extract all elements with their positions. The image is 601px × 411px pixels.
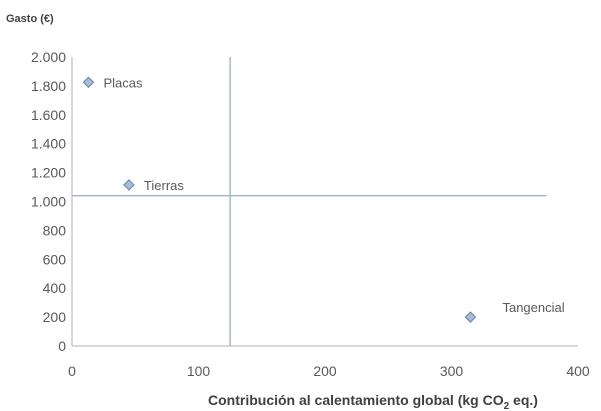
y-tick-label: 1.400 [31,136,66,152]
data-points: Placas Tierras Tangencial [82,75,565,323]
y-tick-label: 1.000 [31,194,66,210]
x-tick-label: 400 [566,363,590,379]
point-marker-tierras [123,179,135,191]
y-tick-label: 1.800 [31,78,66,94]
y-tick-label: 800 [43,222,67,238]
x-tick-labels: 0 100 200 300 400 [68,363,590,379]
point-label-tierras: Tierras [144,178,184,193]
y-tick-label: 200 [43,309,67,325]
x-axis-title: Contribución al calentamiento global (kg… [208,392,538,411]
reference-lines [72,57,547,346]
y-tick-label: 1.600 [31,107,66,123]
x-axis-title-main: Contribución al calentamiento global (kg… [208,392,504,408]
x-tick-label: 100 [187,363,211,379]
x-tick-label: 300 [440,363,464,379]
point-marker-tangencial [464,311,477,323]
y-tick-label: 2.000 [31,49,66,65]
y-tick-labels: 0 200 400 600 800 1.000 1.200 1.400 1.600 1.800 2.… [31,49,66,354]
x-axis-title-tail: eq.) [509,392,538,408]
point-label-tangencial: Tangencial [502,300,564,315]
y-tick-label: 1.200 [31,165,66,181]
y-tick-label: 600 [43,251,67,267]
y-tick-label: 400 [43,280,67,296]
point-marker-placas [82,76,95,89]
point-label-placas: Placas [103,75,143,90]
y-axis-title: Gasto (€) [6,13,54,25]
y-tick-label: 0 [58,338,66,354]
x-tick-label: 0 [68,363,76,379]
x-tick-label: 200 [313,363,337,379]
x-axis-title-subscript: 2 [504,401,510,411]
